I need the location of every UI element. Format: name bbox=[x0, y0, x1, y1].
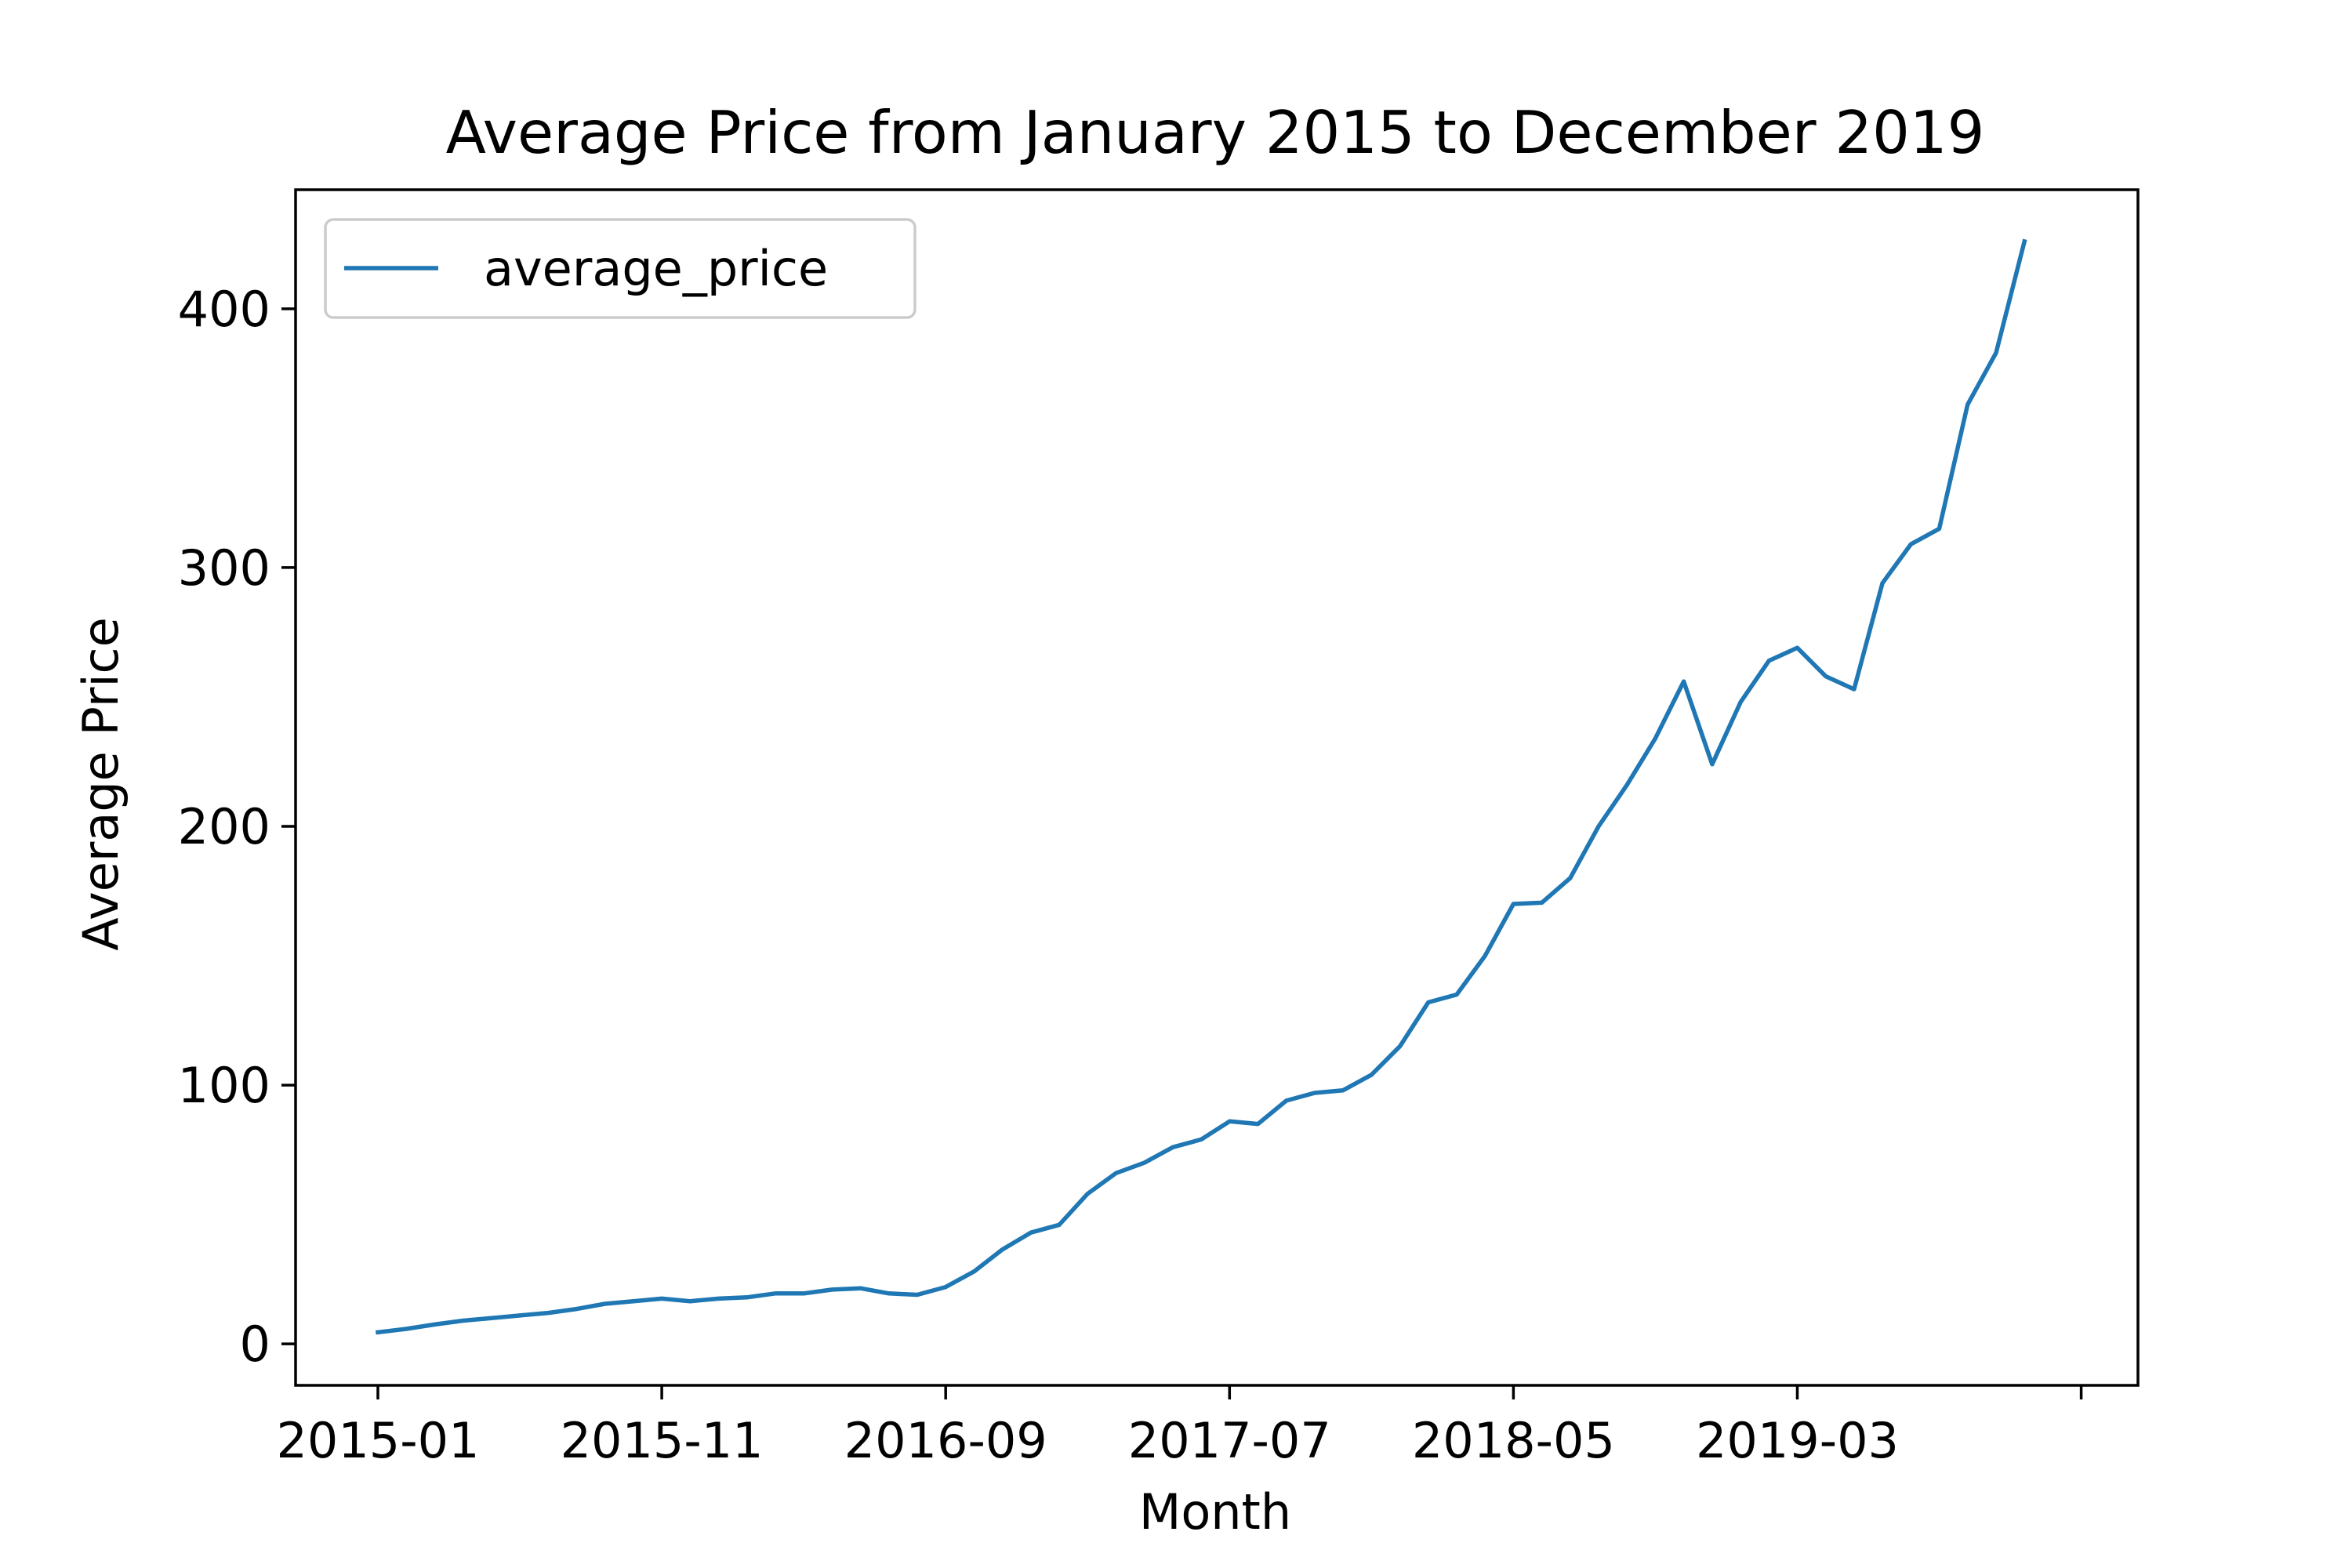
x-tick-label: 2015-11 bbox=[561, 1412, 764, 1469]
y-tick-label: 400 bbox=[178, 281, 270, 338]
plot-area: 0 100 200 300 400 2015-01 2015-11 2016-09 2017-0… bbox=[178, 188, 2140, 1469]
x-tick-label: 2015-01 bbox=[276, 1412, 479, 1469]
x-tick-label: 2017-07 bbox=[1128, 1412, 1331, 1469]
y-tick-label: 100 bbox=[178, 1057, 270, 1114]
series-line-average_price bbox=[375, 238, 2027, 1335]
y-tick-label: 300 bbox=[178, 539, 270, 597]
x-tick-label: 2019-03 bbox=[1696, 1412, 1899, 1469]
y-tick-label: 200 bbox=[178, 798, 270, 855]
y-axis-label: Average Price bbox=[72, 617, 129, 951]
chart-title: Average Price from January 2015 to Decem… bbox=[446, 98, 1985, 167]
x-tick-label: 2018-05 bbox=[1412, 1412, 1615, 1469]
legend-box bbox=[324, 218, 916, 319]
legend-label: average_price bbox=[484, 240, 828, 297]
x-axis-label: Month bbox=[1139, 1483, 1291, 1541]
x-tick-label: 2016-09 bbox=[844, 1412, 1047, 1469]
axes-frame bbox=[294, 188, 2140, 1387]
y-tick-label: 0 bbox=[240, 1316, 270, 1373]
